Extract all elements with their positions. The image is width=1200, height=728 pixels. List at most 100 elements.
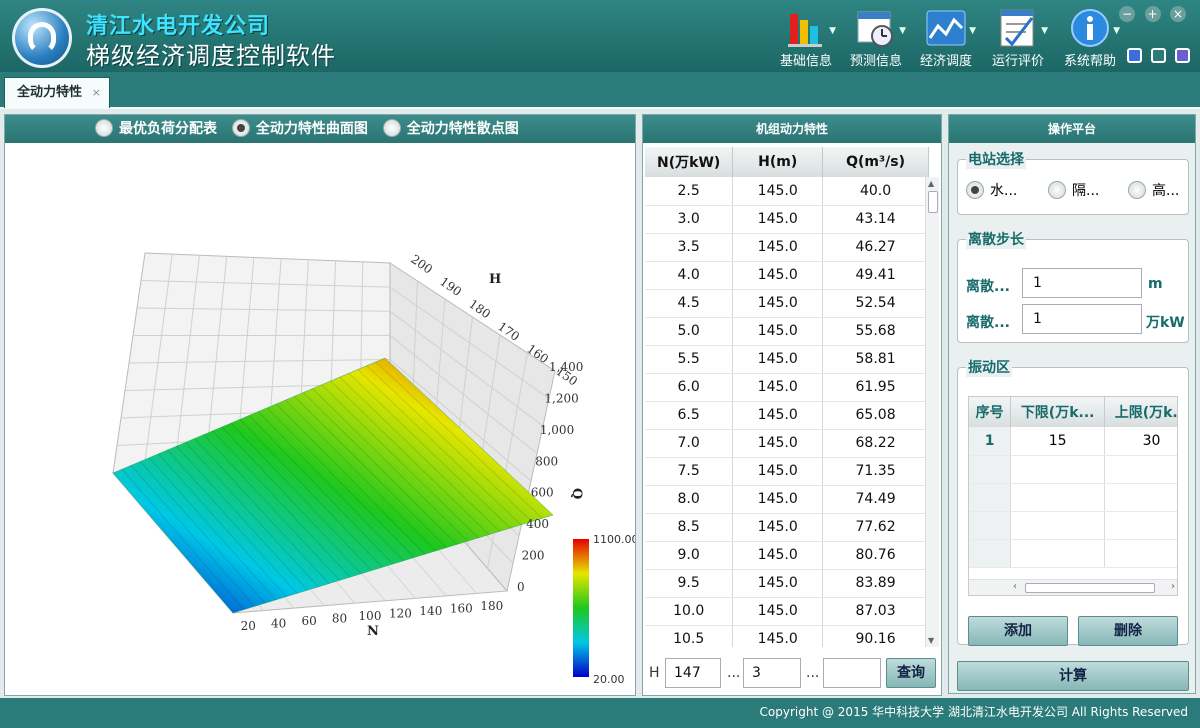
view-options: 最优负荷分配表 全动力特性曲面图 全动力特性散点图 (5, 115, 635, 143)
table-row[interactable]: 8.0 145.0 74.49 (645, 485, 929, 514)
mesh-line (167, 449, 298, 594)
option-optimal-load-table[interactable]: 最优负荷分配表 (95, 115, 217, 143)
grid-line (389, 310, 544, 427)
scroll-down-icon[interactable]: ▼ (928, 636, 935, 645)
skin-purple-button[interactable] (1175, 48, 1190, 63)
color-bar (573, 539, 589, 677)
table-row[interactable]: 5.5 145.0 58.81 (645, 345, 929, 374)
station-option-3[interactable]: 高... (1128, 180, 1179, 200)
table-cell (969, 539, 1012, 568)
skin-teal-button[interactable] (1151, 48, 1166, 63)
vib-col-lower[interactable]: 下限(万k... (1010, 397, 1106, 427)
vib-col-index[interactable]: 序号 (969, 397, 1012, 427)
table-cell: 145.0 (732, 373, 824, 402)
maximize-button[interactable]: + (1144, 6, 1161, 22)
table-cell: 80.76 (822, 541, 929, 570)
table-row[interactable]: 10.5 145.0 90.16 (645, 625, 929, 647)
station-option-2[interactable]: 隔... (1048, 180, 1099, 200)
calculate-button[interactable]: 计算 (957, 661, 1189, 691)
color-bar-min: 20.00 (593, 673, 625, 686)
menu-economic-dispatch[interactable]: ▼ 经济调度 (916, 8, 976, 69)
table-row[interactable]: 5.0 145.0 55.68 (645, 317, 929, 346)
station-option-1[interactable]: 水... (966, 180, 1017, 200)
vibration-hscrollbar[interactable]: ‹ › (969, 579, 1177, 595)
table-row[interactable]: 3.0 145.0 43.14 (645, 205, 929, 234)
step-n-input[interactable]: 1 (1022, 304, 1142, 334)
vibration-zone-label: 振动区 (966, 357, 1012, 377)
table-cell: 2.5 (645, 177, 734, 206)
skin-blue-button[interactable] (1127, 48, 1142, 63)
table-row[interactable]: 4.0 145.0 49.41 (645, 261, 929, 290)
col-header-n[interactable]: N(万kW) (645, 147, 734, 177)
table-row[interactable]: 3.5 145.0 46.27 (645, 233, 929, 262)
col-header-q[interactable]: Q(m³/s) (822, 147, 929, 177)
query-button[interactable]: 查询 (886, 658, 936, 688)
add-button[interactable]: 添加 (968, 616, 1068, 646)
scroll-thumb[interactable] (928, 191, 938, 213)
table-row[interactable]: 7.0 145.0 68.22 (645, 429, 929, 458)
menu-forecast-info[interactable]: ▼ 预测信息 (846, 8, 906, 69)
table-cell: 145.0 (732, 485, 824, 514)
surface-chart: 20 40 60 80 100 120 140 160 180N2001901801701601… (111, 252, 635, 686)
table-row[interactable]: 6.5 145.0 65.08 (645, 401, 929, 430)
step-h-input[interactable]: 1 (1022, 268, 1142, 298)
table-row[interactable]: 2.5 145.0 40.0 (645, 177, 929, 206)
table-cell: 145.0 (732, 625, 824, 647)
table-row[interactable]: 8.5 145.0 77.62 (645, 513, 929, 542)
table-cell: 61.95 (822, 373, 929, 402)
unit-characteristic-panel: 机组动力特性 N(万kW) H(m) Q(m³/s) 2.5 145.0 40.0 3… (642, 114, 942, 696)
option-surface-chart[interactable]: 全动力特性曲面图 (231, 115, 368, 143)
scroll-right-icon[interactable]: › (1171, 581, 1175, 592)
table-cell: 145.0 (732, 401, 824, 430)
table-cell: 1 (969, 427, 1012, 456)
table-row[interactable]: 9.5 145.0 83.89 (645, 569, 929, 598)
table-cell: 46.27 (822, 233, 929, 262)
n-axis-tick: 180 (480, 599, 503, 613)
table-row[interactable]: 4.5 145.0 52.54 (645, 289, 929, 318)
mesh-line (266, 407, 415, 558)
minimize-button[interactable]: − (1119, 6, 1136, 22)
hscroll-thumb[interactable] (1025, 583, 1155, 593)
separator: ... (727, 665, 741, 681)
scroll-up-icon[interactable]: ▲ (928, 179, 935, 188)
q-axis-tick: 1,400 (549, 360, 583, 374)
menu-system-help[interactable]: ▼ 系统帮助 (1060, 8, 1120, 69)
n-axis-label: N (367, 624, 379, 639)
vib-col-upper[interactable]: 上限(万k... (1104, 397, 1177, 427)
close-button[interactable]: × (1170, 6, 1186, 22)
menu-basic-info[interactable]: ▼ 基础信息 (776, 8, 836, 69)
n-axis-tick: 60 (301, 614, 316, 628)
h-input[interactable]: 147 (665, 658, 721, 688)
mesh-line (176, 445, 309, 591)
col-header-h[interactable]: H(m) (732, 147, 824, 177)
table-cell: 145.0 (732, 261, 824, 290)
table-cell: 58.81 (822, 345, 929, 374)
table-row[interactable]: 9.0 145.0 80.76 (645, 541, 929, 570)
table-row[interactable]: 10.0 145.0 87.03 (645, 597, 929, 626)
tab-full-power-characteristic[interactable]: 全动力特性 × (4, 77, 110, 108)
table-row[interactable]: 7.5 145.0 71.35 (645, 457, 929, 486)
menu-operation-evaluation[interactable]: ▼ 运行评价 (986, 8, 1050, 69)
step-h-label: 离散... (966, 279, 1010, 295)
table-row[interactable] (969, 511, 1177, 540)
tab-close-icon[interactable]: × (91, 86, 101, 99)
table-row[interactable]: 6.0 145.0 61.95 (645, 373, 929, 402)
third-input[interactable] (823, 658, 881, 688)
grid-scrollbar[interactable]: ▲ ▼ (925, 177, 939, 647)
info-icon: ▼ (1070, 8, 1120, 48)
table-row[interactable] (969, 539, 1177, 568)
scroll-left-icon[interactable]: ‹ (1013, 581, 1017, 592)
delete-button[interactable]: 删除 (1078, 616, 1178, 646)
table-row[interactable]: 1 15 30 (969, 427, 1177, 456)
second-input[interactable]: 3 (743, 658, 801, 688)
table-cell: 145.0 (732, 177, 824, 206)
separator: ... (806, 665, 820, 681)
option-scatter-chart[interactable]: 全动力特性散点图 (382, 115, 519, 143)
company-title: 清江水电开发公司 (86, 14, 271, 39)
table-cell: 7.5 (645, 457, 734, 486)
tab-label: 全动力特性 (17, 85, 83, 100)
station-select-label: 电站选择 (966, 149, 1026, 169)
radio-icon (382, 119, 401, 137)
table-row[interactable] (969, 483, 1177, 512)
table-row[interactable] (969, 455, 1177, 484)
